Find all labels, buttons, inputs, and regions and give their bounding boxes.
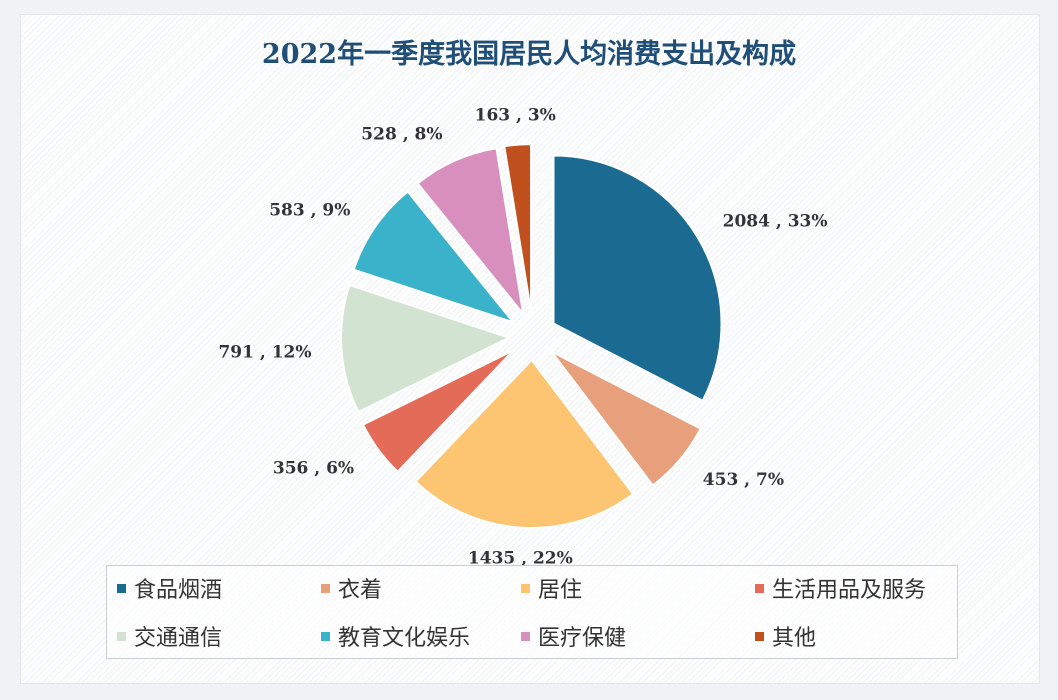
- legend-label: 其他: [772, 626, 817, 651]
- legend-swatch: [117, 631, 126, 641]
- legend-item-6: 医疗保健: [521, 620, 626, 652]
- legend-label: 生活用品及服务: [772, 578, 927, 603]
- pie-slice-6: [416, 147, 525, 318]
- legend-item-7: 其他: [755, 620, 816, 652]
- data-label-4: 791 , 12%: [218, 343, 311, 363]
- data-label-5: 583 , 9%: [269, 201, 350, 221]
- legend-swatch: [521, 583, 530, 593]
- data-label-0: 2084 , 33%: [723, 212, 828, 232]
- data-label-7: 163 , 3%: [475, 106, 556, 126]
- legend-label: 交通通信: [134, 626, 223, 651]
- data-label-6: 528 , 8%: [361, 124, 442, 144]
- legend-item-2: 居住: [521, 572, 582, 604]
- legend: 食品烟酒 衣着 居住 生活用品及服务交通通信 教育文化娱乐 医疗保健 其他: [106, 565, 958, 659]
- chart-title: 2022年一季度我国居民人均消费支出及构成: [261, 39, 797, 70]
- legend-swatch: [321, 583, 330, 593]
- pie-slice-2: [414, 358, 635, 529]
- legend-item-1: 衣着: [321, 572, 382, 604]
- pie-slice-5: [352, 190, 517, 325]
- legend-item-0: 食品烟酒: [117, 572, 222, 604]
- legend-label: 医疗保健: [538, 626, 627, 651]
- legend-item-4: 交通通信: [117, 620, 222, 652]
- legend-label: 食品烟酒: [134, 578, 223, 603]
- legend-label: 居住: [538, 578, 583, 603]
- legend-swatch: [755, 583, 764, 593]
- pie-slice-3: [361, 349, 515, 474]
- legend-swatch: [755, 631, 764, 641]
- legend-label: 衣着: [338, 578, 383, 603]
- legend-swatch: [521, 631, 530, 641]
- pie-slice-7: [503, 143, 533, 313]
- data-label-1: 453 , 7%: [703, 470, 784, 490]
- legend-swatch: [117, 583, 126, 593]
- legend-item-5: 教育文化娱乐: [321, 620, 470, 652]
- legend-swatch: [321, 631, 330, 641]
- pie-slice-4: [340, 283, 512, 414]
- data-label-3: 356 , 6%: [273, 458, 354, 478]
- pie-slice-1: [550, 350, 702, 487]
- pie-slice-0: [552, 154, 723, 403]
- legend-label: 教育文化娱乐: [338, 626, 471, 651]
- legend-item-3: 生活用品及服务: [755, 572, 926, 604]
- data-label-2: 1435 , 22%: [468, 549, 573, 569]
